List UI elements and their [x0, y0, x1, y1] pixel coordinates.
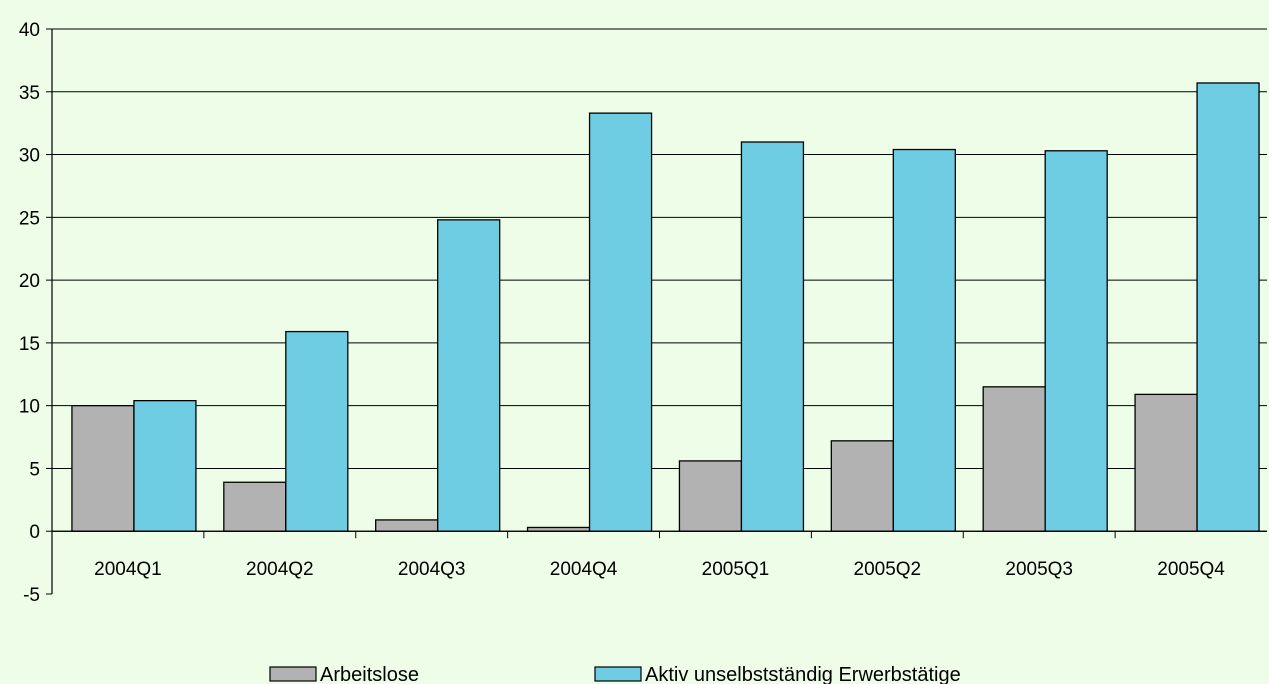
y-tick-label: 10 — [19, 397, 40, 418]
bar-erwerbstaetige-2004Q4 — [588, 112, 653, 532]
bar-erwerbstaetige-2005Q2 — [892, 148, 956, 532]
bar-erwerbstaetige-2004Q1 — [133, 399, 197, 532]
bar-erwerbstaetige-2005Q1 — [740, 141, 805, 532]
bar-erwerbstaetige-2005Q3 — [1044, 150, 1108, 532]
y-tick-label: 30 — [19, 146, 40, 167]
bar-arbeitslose-2005Q1 — [678, 460, 743, 532]
bar-arbeitslose-2004Q1 — [71, 405, 135, 532]
legend-label: Arbeitslose — [320, 664, 419, 684]
x-tick-label: 2004Q2 — [246, 559, 314, 580]
y-tick-label: 35 — [19, 83, 40, 104]
y-tick-label: 40 — [19, 20, 40, 41]
bar-arbeitslose-2005Q2 — [830, 440, 894, 532]
legend-swatch — [269, 666, 317, 682]
bar-erwerbstaetige-2005Q4 — [1196, 82, 1260, 532]
bar-arbeitslose-2005Q3 — [982, 386, 1046, 532]
legend-item-arbeitslose: Arbeitslose — [269, 664, 419, 684]
bar-arbeitslose-2004Q2 — [223, 481, 287, 532]
legend: Arbeitslose Aktiv unselbstständig Erwerbs… — [269, 664, 961, 684]
x-tick-label: 2004Q3 — [398, 559, 466, 580]
x-axis: 2004Q1 2004Q2 2004Q3 2004Q4 2005Q1 2005Q2 2005… — [52, 530, 1267, 580]
x-tick-label: 2005Q3 — [1005, 559, 1073, 580]
y-tick-label: 0 — [29, 522, 40, 543]
x-tick-label: 2005Q1 — [702, 559, 770, 580]
x-tick-label: 2004Q1 — [94, 559, 162, 580]
bar-erwerbstaetige-2004Q3 — [437, 219, 501, 532]
y-tick-label: 25 — [19, 208, 40, 229]
x-tick-label: 2005Q4 — [1157, 559, 1225, 580]
y-tick-label: 5 — [29, 459, 40, 480]
bars — [71, 82, 1260, 532]
legend-label: Aktiv unselbstständig Erwerbstätige — [645, 664, 961, 684]
legend-item-erwerbstaetige: Aktiv unselbstständig Erwerbstätige — [594, 664, 961, 684]
y-tick-label: 15 — [19, 334, 40, 355]
x-tick-label: 2005Q2 — [854, 559, 922, 580]
gridlines — [52, 28, 1267, 532]
y-tick-label: -5 — [23, 585, 40, 606]
bar-arbeitslose-2004Q3 — [375, 519, 439, 532]
y-axis: -5 0 5 10 15 20 25 30 35 40 — [19, 20, 53, 606]
x-tick-label: 2004Q4 — [550, 559, 618, 580]
bar-arbeitslose-2005Q4 — [1134, 393, 1198, 532]
legend-swatch — [594, 666, 642, 682]
y-tick-label: 20 — [19, 271, 40, 292]
bar-erwerbstaetige-2004Q2 — [285, 330, 349, 532]
